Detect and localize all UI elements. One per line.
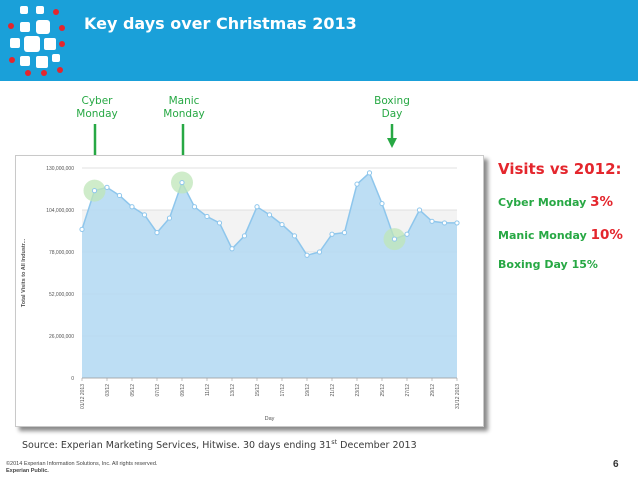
data-point — [204, 213, 210, 220]
data-point — [79, 226, 85, 232]
x-tick-label: 17/12 — [280, 384, 286, 397]
y-tick-label: 0 — [71, 376, 74, 382]
visits-area-chart: 0 26,000,000 52,000,000 78,000,000 104,000,0… — [21, 166, 461, 422]
callout-manic-monday: Manic Monday — [154, 95, 214, 121]
data-point — [241, 233, 248, 239]
y-tick-label: 26,000,000 — [49, 334, 74, 340]
slide-title: Key days over Christmas 2013 — [84, 14, 357, 33]
data-point — [216, 220, 223, 226]
x-tick-label: 13/12 — [230, 384, 236, 397]
y-tick-label: 78,000,000 — [49, 250, 74, 256]
arrow-down-icon — [387, 138, 397, 148]
classification-text: Experian Public. — [6, 468, 49, 474]
title-bar: Key days over Christmas 2013 — [0, 0, 638, 81]
callout-line2: Monday — [163, 108, 205, 120]
callout-boxing-day: Boxing Day — [362, 95, 422, 121]
x-axis-label: Day — [265, 416, 275, 422]
x-tick-label: 31/12 2013 — [455, 384, 461, 409]
stat-value: 15% — [571, 258, 598, 271]
area-fill — [82, 172, 457, 378]
y-tick-label: 104,000,000 — [46, 208, 74, 214]
source-text: Source: Experian Marketing Services, Hit… — [22, 440, 332, 452]
page-number: 6 — [613, 459, 619, 470]
data-point — [141, 212, 148, 218]
stat-label: Manic Monday — [498, 229, 587, 242]
x-tick-label: 11/12 — [205, 384, 211, 396]
x-tick-label: 05/12 — [130, 384, 136, 397]
data-point — [154, 230, 160, 236]
stat-label: Boxing Day — [498, 258, 568, 271]
source-tail: December 2013 — [337, 440, 417, 452]
copyright-block: ©2014 Experian Information Solutions, In… — [6, 461, 157, 475]
data-point — [91, 188, 98, 194]
data-point — [316, 249, 323, 255]
y-tick-label: 52,000,000 — [49, 292, 74, 298]
x-tick-label: 15/12 — [255, 384, 261, 397]
callout-line2: Day — [381, 108, 403, 120]
stat-value: 10% — [590, 227, 623, 243]
data-point — [191, 204, 198, 210]
data-point — [404, 231, 410, 237]
stat-boxing-day: Boxing Day 15% — [498, 258, 598, 271]
callout-cyber-monday: Cyber Monday — [67, 95, 127, 121]
data-point — [441, 220, 448, 226]
data-point — [291, 233, 298, 239]
data-point — [179, 179, 185, 186]
source-note: Source: Experian Marketing Services, Hit… — [22, 438, 417, 451]
data-point — [304, 252, 310, 258]
stat-manic-monday: Manic Monday 10% — [498, 227, 623, 243]
data-point — [379, 200, 385, 207]
data-point — [454, 220, 460, 226]
copyright-text: ©2014 Experian Information Solutions, In… — [6, 461, 158, 467]
x-tick-label: 09/12 — [180, 384, 186, 397]
data-point — [229, 246, 235, 252]
x-tick-label: 27/12 — [405, 384, 411, 397]
data-point — [391, 236, 398, 242]
data-point — [366, 170, 373, 176]
stat-value: 3% — [590, 194, 614, 210]
data-point — [279, 221, 285, 228]
source-superscript: st — [331, 438, 338, 446]
y-tick-label: 130,000,000 — [46, 166, 74, 172]
visits-vs-2012-heading: Visits vs 2012: — [498, 160, 622, 178]
x-tick-label: 07/12 — [155, 384, 161, 397]
data-point — [341, 230, 348, 236]
x-tick-label: 23/12 — [355, 384, 361, 397]
data-point — [354, 181, 360, 187]
data-point — [416, 207, 423, 213]
data-point — [266, 212, 273, 218]
data-point — [116, 192, 123, 199]
y-axis-label: Total Visits to All Industr... — [21, 238, 27, 307]
stat-cyber-monday: Cyber Monday 3% — [498, 194, 613, 210]
x-tick-label: 03/12 — [105, 384, 111, 397]
x-tick-label: 21/12 — [330, 384, 336, 397]
x-tick-label: 25/12 — [380, 384, 386, 397]
experian-logo-icon — [8, 6, 65, 76]
data-point — [104, 184, 110, 190]
data-point — [166, 215, 173, 221]
data-point — [329, 231, 335, 237]
stat-label: Cyber Monday — [498, 196, 587, 209]
callout-line1: Cyber — [81, 95, 113, 107]
data-point — [254, 204, 260, 210]
callout-line1: Boxing — [374, 95, 410, 107]
data-point — [129, 204, 135, 210]
data-point — [429, 218, 435, 224]
callout-line2: Monday — [76, 108, 118, 120]
callout-line1: Manic — [168, 95, 200, 107]
x-tick-label: 29/12 — [430, 384, 436, 397]
x-tick-label: 19/12 — [305, 384, 311, 397]
x-tick-label: 01/12 2013 — [80, 384, 86, 409]
